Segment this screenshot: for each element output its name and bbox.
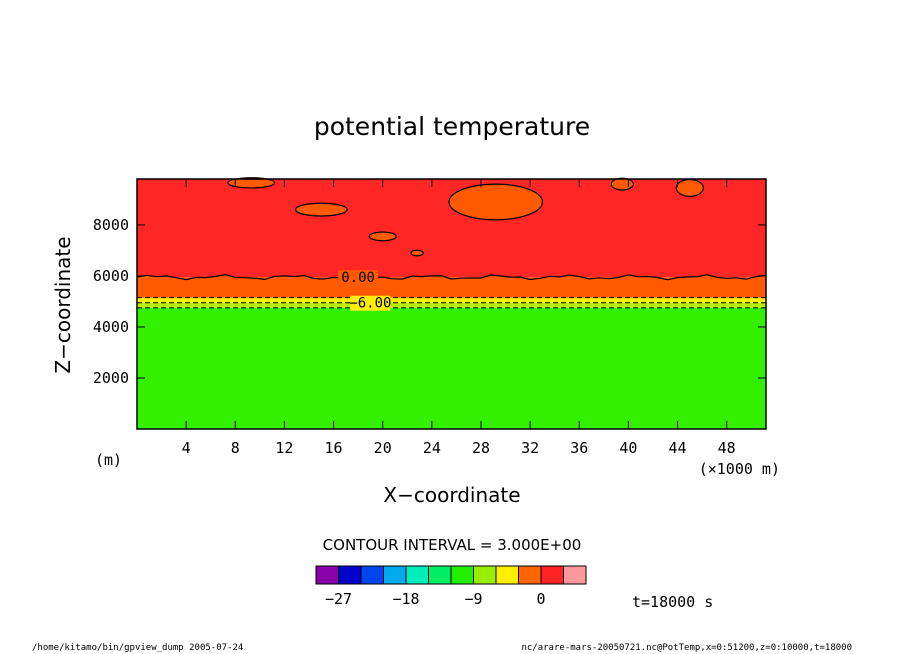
time-label: t=18000 s — [632, 593, 713, 611]
colorbar-cell-4 — [405, 565, 429, 585]
contour-label-bg-0 — [338, 270, 379, 286]
x-tick-label-7: 32 — [521, 439, 539, 457]
x-tick-label-9: 40 — [619, 439, 637, 457]
band-yellow — [137, 297, 766, 303]
contour-line-0 — [136, 274, 767, 281]
colorbar-label-1: −18 — [392, 590, 419, 608]
x-unit-label: (×1000 m) — [699, 460, 780, 478]
contour-blob-1 — [294, 202, 348, 217]
x-tick-label-0: 4 — [182, 439, 191, 457]
contour-label-1: −6.00 — [349, 296, 391, 312]
y-axis-label: Z−coordinate — [51, 236, 75, 373]
x-axis-label: X−coordinate — [383, 483, 520, 507]
contour-blob-5 — [610, 177, 634, 191]
x-tick-label-8: 36 — [570, 439, 588, 457]
y-tick-label-2: 6000 — [93, 267, 129, 285]
footer-right: nc/arare-mars-20050721.nc@PotTemp,x=0:51… — [521, 643, 852, 653]
y-tick-label-0: 2000 — [93, 369, 129, 387]
contour-label-0: 0.00 — [341, 270, 375, 286]
x-tick-label-5: 24 — [423, 439, 441, 457]
contour-label-bg-1 — [350, 295, 391, 311]
colorbar-label-2: −9 — [464, 590, 482, 608]
colorbar-cell-1 — [338, 565, 362, 585]
contour-blob-0 — [227, 177, 276, 189]
x-tick-label-11: 48 — [718, 439, 736, 457]
colorbar-label-3: 0 — [536, 590, 545, 608]
colorbar-cell-11 — [563, 565, 587, 585]
colorbar-cell-6 — [450, 565, 474, 585]
colorbar-cell-10 — [540, 565, 564, 585]
colorbar-label-0: −27 — [325, 590, 352, 608]
x-tick-label-6: 28 — [472, 439, 490, 457]
band-lower — [137, 307, 766, 429]
orange-fill — [137, 274, 766, 298]
contour-blob-6 — [675, 178, 704, 197]
footer-left: /home/kitamo/bin/gpview_dump 2005-07-24 — [32, 643, 243, 653]
x-tick-label-1: 8 — [231, 439, 240, 457]
x-tick-label-3: 16 — [325, 439, 343, 457]
chart-title: potential temperature — [314, 112, 590, 141]
colorbar-cell-7 — [473, 565, 497, 585]
contour-blob-3 — [410, 249, 424, 257]
colorbar-cell-9 — [518, 565, 542, 585]
colorbar-cell-0 — [315, 565, 339, 585]
colorbar-cell-2 — [360, 565, 384, 585]
contour-interval-label: CONTOUR INTERVAL = 3.000E+00 — [323, 536, 582, 554]
x-tick-label-10: 44 — [669, 439, 687, 457]
contour-blob-2 — [368, 231, 397, 242]
plot-area: 0.00−6.004 8 12 16 20 24 28 32 36 40 44 48200040006… — [93, 177, 767, 457]
band-red — [137, 179, 766, 278]
contour-blob-4 — [448, 183, 544, 221]
colorbar-cell-8 — [495, 565, 519, 585]
x-tick-label-4: 20 — [374, 439, 392, 457]
y-tick-label-1: 4000 — [93, 318, 129, 336]
colorbar-cell-3 — [383, 565, 407, 585]
y-tick-label-3: 8000 — [93, 216, 129, 234]
y-unit-label: (m) — [95, 451, 122, 469]
band-thin — [137, 302, 766, 308]
colorbar: −27 −18 −9 0 — [315, 565, 587, 608]
colorbar-cell-5 — [428, 565, 452, 585]
plot-frame — [136, 178, 767, 430]
x-tick-label-2: 12 — [275, 439, 293, 457]
